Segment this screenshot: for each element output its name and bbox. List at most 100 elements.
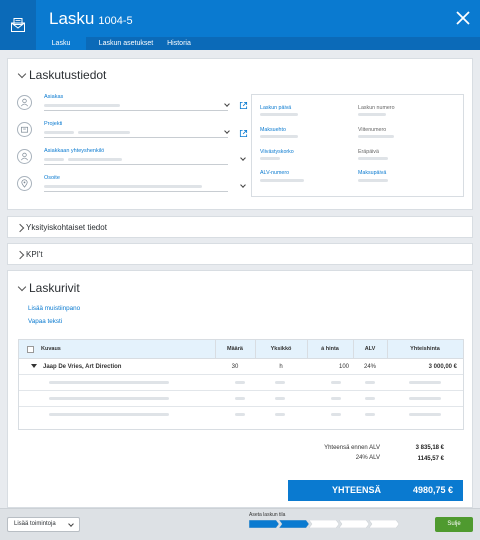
status-progress[interactable]: [249, 520, 399, 528]
chevron-down-icon[interactable]: [240, 155, 246, 161]
grand-total-value: 4980,75 €: [413, 485, 454, 495]
add-note-link[interactable]: Lisää muistiinpano: [28, 305, 81, 312]
kpi-title[interactable]: KPI't: [26, 250, 43, 259]
subtotal-value: 3 835,18 €: [415, 445, 444, 451]
project-field[interactable]: [44, 137, 228, 138]
column-divider: [215, 340, 216, 359]
progress-step[interactable]: [338, 520, 370, 528]
project-icon: [17, 122, 32, 137]
chevron-down-icon[interactable]: [17, 69, 27, 79]
table-row[interactable]: [19, 391, 463, 407]
chevron-down-icon[interactable]: [240, 182, 246, 188]
billing-card: Laskutustiedot Asiakas Projekti Asiakkaa…: [7, 58, 473, 210]
invoice-number-label: Laskun numero: [358, 105, 395, 111]
tab-lasku[interactable]: Lasku: [36, 37, 86, 50]
placeholder-value: [409, 413, 441, 416]
column-header-total[interactable]: Yhteishinta: [410, 346, 440, 352]
select-all-checkbox[interactable]: [27, 346, 34, 353]
placeholder-value: [49, 381, 169, 384]
subtotal-label: Yhteensä ennen ALV: [324, 445, 380, 451]
tab-laskun-asetukset[interactable]: Laskun asetukset: [98, 40, 154, 47]
chevron-right-icon[interactable]: [15, 223, 25, 233]
placeholder-value: [365, 397, 375, 400]
chevron-down-icon[interactable]: [17, 282, 27, 292]
more-actions-button[interactable]: Lisää toimintoja: [7, 517, 80, 532]
app-header: Lasku 1004-5 Lasku Laskun asetukset Histo…: [0, 0, 480, 50]
column-header-description[interactable]: Kuvaus: [41, 346, 61, 352]
payment-term-label[interactable]: Maksuehto: [260, 127, 286, 133]
placeholder-value: [275, 381, 285, 384]
payment-date-label[interactable]: Maksupäivä: [358, 170, 387, 176]
grand-total-label: YHTEENSÄ: [332, 485, 382, 495]
placeholder-value: [260, 157, 280, 160]
contact-person-field[interactable]: [44, 164, 228, 165]
kpi-card[interactable]: KPI't: [7, 243, 473, 265]
details-card[interactable]: Yksityiskohtaiset tiedot: [7, 216, 473, 238]
address-field[interactable]: [44, 191, 228, 192]
column-header-vat[interactable]: ALV: [364, 346, 376, 352]
placeholder-value: [358, 179, 388, 182]
placeholder-value: [358, 113, 386, 116]
contact-placeholder: [44, 158, 64, 161]
reference-number-label: Viitenumero: [358, 127, 387, 133]
more-actions-label: Lisää toimintoja: [14, 521, 56, 527]
placeholder-value: [358, 135, 394, 138]
progress-step[interactable]: [249, 520, 280, 528]
invoice-title: Lasku: [49, 9, 95, 28]
column-divider: [353, 340, 354, 359]
progress-step[interactable]: [368, 520, 399, 528]
vat-number-label[interactable]: ALV-numero: [260, 170, 290, 176]
column-divider: [307, 340, 308, 359]
placeholder-value: [49, 413, 169, 416]
vat-total-label: 24% ALV: [355, 455, 380, 461]
placeholder-value: [409, 397, 441, 400]
progress-step[interactable]: [308, 520, 340, 528]
customer-field[interactable]: [44, 110, 228, 111]
placeholder-value: [331, 413, 341, 416]
column-header-quantity[interactable]: Määrä: [227, 346, 243, 352]
row-unit: h: [279, 364, 283, 370]
chevron-down-icon[interactable]: [224, 101, 230, 107]
column-header-unit-price[interactable]: á hinta: [321, 346, 339, 352]
placeholder-value: [275, 397, 285, 400]
table-row[interactable]: [19, 407, 463, 423]
page-title: Lasku 1004-5: [49, 9, 133, 29]
row-quantity: 30: [231, 364, 239, 370]
expand-row-icon[interactable]: [31, 364, 37, 368]
chevron-down-icon[interactable]: [224, 128, 230, 134]
close-icon[interactable]: [455, 10, 471, 26]
close-button[interactable]: Sulje: [435, 517, 473, 532]
penalty-interest-label[interactable]: Viivästyskorko: [260, 149, 294, 155]
invoice-rows-table: Kuvaus Määrä Yksikkö á hinta ALV Yhteish…: [18, 339, 464, 430]
column-divider: [387, 340, 388, 359]
status-label: Aseta laskun tila: [249, 512, 286, 518]
details-title[interactable]: Yksityiskohtaiset tiedot: [26, 223, 107, 232]
column-header-unit[interactable]: Yksikkö: [270, 346, 292, 352]
external-link-icon[interactable]: [239, 101, 248, 110]
contact-placeholder: [68, 158, 122, 161]
placeholder-value: [235, 413, 245, 416]
row-unit-price: 100: [338, 364, 349, 370]
free-text-link[interactable]: Vapaa teksti: [28, 318, 63, 325]
placeholder-value: [358, 157, 388, 160]
table-row[interactable]: Jaap De Vries, Art Direction 30 h 100 24…: [19, 359, 463, 375]
table-row[interactable]: [19, 375, 463, 391]
tab-historia[interactable]: Historia: [167, 40, 191, 47]
billing-title: Laskutustiedot: [29, 68, 107, 82]
progress-step[interactable]: [278, 520, 310, 528]
invoice-date-label[interactable]: Laskun päivä: [260, 105, 292, 111]
invoice-info-box: Laskun päivä Laskun numero Maksuehto Vii…: [251, 94, 464, 197]
address-placeholder: [44, 185, 202, 188]
customer-icon: [17, 95, 32, 110]
grand-total-bar: YHTEENSÄ 4980,75 €: [288, 480, 463, 501]
placeholder-value: [235, 397, 245, 400]
footer-bar: Lisää toimintoja Aseta laskun tila Sulje: [0, 508, 480, 540]
row-vat: 24%: [363, 364, 376, 370]
chevron-down-icon: [68, 521, 74, 527]
contact-person-icon: [17, 149, 32, 164]
invoice-number: 1004-5: [98, 15, 133, 27]
tab-bar: Lasku Laskun asetukset Historia: [0, 37, 480, 50]
chevron-right-icon[interactable]: [15, 250, 25, 260]
address-label: Osoite: [44, 175, 60, 181]
external-link-icon[interactable]: [239, 129, 248, 138]
